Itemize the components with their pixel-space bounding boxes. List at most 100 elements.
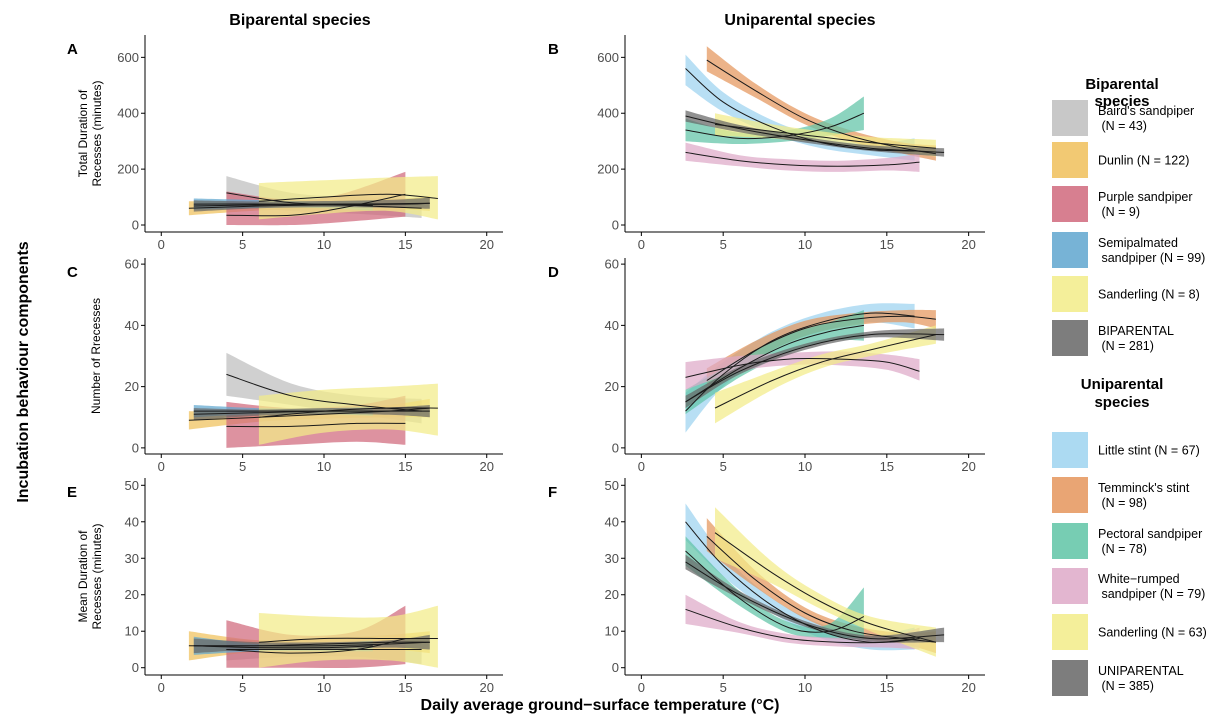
panel-letter: C <box>67 264 78 281</box>
legend-label: Sanderling (N = 63) <box>1098 626 1207 640</box>
x-tick-label: 5 <box>239 237 246 252</box>
legend-label: (N = 78) <box>1098 542 1147 556</box>
band-uniparental-f <box>685 554 945 643</box>
y-tick-label: 40 <box>605 318 619 333</box>
legend-swatch <box>1052 660 1088 696</box>
panel-c: 0 5 10 15 20 0 20 40 60 C Number of Rrecesses <box>67 257 503 474</box>
legend-label: White−rumped <box>1098 572 1180 586</box>
y-tick-label: 0 <box>132 440 139 455</box>
y-tick-label: 40 <box>125 318 139 333</box>
x-tick-label: 10 <box>798 680 812 695</box>
panel-letter: E <box>67 484 77 501</box>
panel-letter: B <box>548 41 559 58</box>
y-tick-label: 400 <box>117 106 139 121</box>
fit-line-pectoral-sandpiper-f <box>685 550 865 633</box>
y-tick-label: 60 <box>125 257 139 272</box>
x-tick-label: 0 <box>638 459 645 474</box>
fit-line-sanderling-b <box>714 123 936 149</box>
fit-line-biparental-c <box>193 410 430 415</box>
legend-label: Little stint (N = 67) <box>1098 444 1200 458</box>
fit-line-little-stint-d <box>685 312 915 412</box>
fit-line-temminck-s-stint-d <box>706 315 936 381</box>
band-sanderling-e <box>258 605 438 668</box>
x-tick-label: 15 <box>880 459 894 474</box>
legend-label: Pectoral sandpiper <box>1098 527 1202 541</box>
x-tick-label: 10 <box>317 459 331 474</box>
x-tick-label: 20 <box>961 237 975 252</box>
legend-swatch <box>1052 432 1088 468</box>
band-white-rumped-sandpiper-f <box>685 594 920 650</box>
x-tick-label: 15 <box>880 237 894 252</box>
y-axis-label: Mean Duration of <box>76 530 90 623</box>
legend-label: sandpiper (N = 99) <box>1098 251 1205 265</box>
x-axis-title: Daily average ground−surface temperature… <box>421 697 780 714</box>
legend-swatch <box>1052 100 1088 136</box>
x-tick-label: 15 <box>398 459 412 474</box>
fit-line-pectoral-sandpiper-b <box>685 112 865 140</box>
fit-line-white-rumped-sandpiper-b <box>685 151 920 167</box>
x-tick-label: 20 <box>961 680 975 695</box>
legend-title: species <box>1094 93 1149 110</box>
legend-swatch <box>1052 614 1088 650</box>
legend-swatch <box>1052 186 1088 222</box>
legend-label: UNIPARENTAL <box>1098 664 1184 678</box>
x-tick-label: 0 <box>158 459 165 474</box>
panel-f: 0 5 10 15 20 0 10 20 30 40 50 F <box>548 478 985 695</box>
y-tick-label: 50 <box>605 478 619 493</box>
y-tick-label: 400 <box>597 106 619 121</box>
y-tick-label: 10 <box>605 624 619 639</box>
band-sanderling-f <box>715 507 936 657</box>
y-tick-label: 0 <box>612 218 619 233</box>
band-white-rumped-sandpiper-b <box>685 142 920 172</box>
band-uniparental-b <box>685 110 945 157</box>
fit-line-white-rumped-sandpiper-d <box>685 357 920 378</box>
y-axis-label: Total Duration of <box>76 89 90 177</box>
legend-label: Baird's sandpiper <box>1098 104 1194 118</box>
fit-line-temminck-s-stint-f <box>706 536 936 643</box>
fit-line-uniparental-b <box>685 115 945 153</box>
legend-swatch <box>1052 568 1088 604</box>
x-tick-label: 20 <box>479 459 493 474</box>
fit-line-purple-sandpiper-a <box>226 193 406 217</box>
x-tick-label: 15 <box>880 680 894 695</box>
x-tick-label: 20 <box>479 237 493 252</box>
y-tick-label: 20 <box>605 587 619 602</box>
legend-swatch <box>1052 523 1088 559</box>
fit-line-sanderling-a <box>258 193 438 202</box>
fit-line-sanderling-e <box>258 637 438 643</box>
legend-swatch <box>1052 320 1088 356</box>
fit-line-uniparental-f <box>685 561 945 640</box>
y-tick-label: 30 <box>605 551 619 566</box>
y-tick-label: 0 <box>132 218 139 233</box>
y-tick-label: 50 <box>125 478 139 493</box>
panel-letter: F <box>548 484 557 501</box>
y-tick-label: 0 <box>132 660 139 675</box>
legend-label: Purple sandpiper <box>1098 190 1193 204</box>
fit-line-biparental-a <box>193 202 430 207</box>
y-tick-label: 0 <box>612 660 619 675</box>
fit-line-biparental-e <box>193 641 430 647</box>
y-axis-label: Recesses (minutes) <box>90 80 104 186</box>
x-tick-label: 10 <box>317 680 331 695</box>
y-tick-label: 60 <box>605 257 619 272</box>
x-tick-label: 0 <box>638 237 645 252</box>
band-pectoral-sandpiper-d <box>685 310 864 415</box>
x-tick-label: 10 <box>798 459 812 474</box>
fit-line-dunlin-c <box>188 407 430 421</box>
fit-line-sanderling-d <box>714 334 937 409</box>
legend-swatch <box>1052 142 1088 178</box>
y-tick-label: 30 <box>125 551 139 566</box>
fit-line-sanderling-c <box>258 407 438 418</box>
band-sanderling-b <box>715 113 936 157</box>
y-axis-label: Number of Rrecesses <box>89 298 103 414</box>
legend-label: Dunlin (N = 122) <box>1098 154 1189 168</box>
legend-label: Sanderling (N = 8) <box>1098 288 1200 302</box>
y-tick-label: 600 <box>597 50 619 65</box>
x-tick-label: 10 <box>317 237 331 252</box>
legend-title: Uniparental <box>1081 376 1164 393</box>
fit-line-temminck-s-stint-b <box>706 59 936 155</box>
y-tick-label: 20 <box>605 379 619 394</box>
y-tick-label: 40 <box>605 514 619 529</box>
